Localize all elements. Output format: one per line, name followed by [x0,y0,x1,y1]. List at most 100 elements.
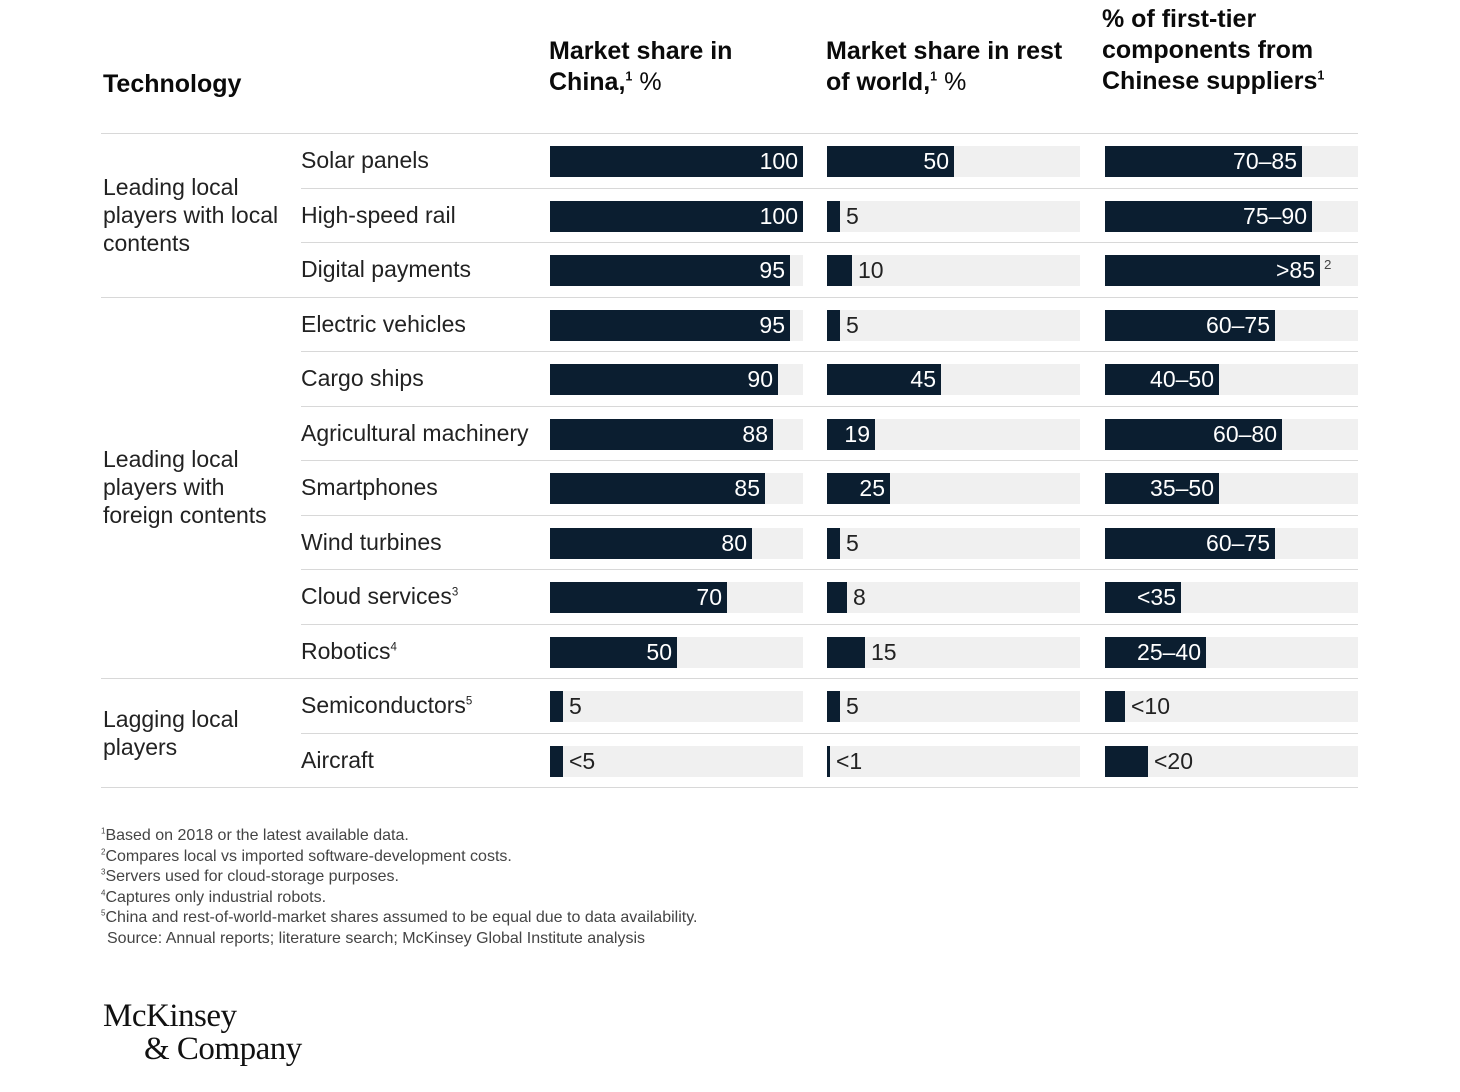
value-text: <35 [1136,584,1176,610]
row-label-high-speed-rail: High-speed rail [301,200,456,231]
value-text: 5 [846,311,859,338]
value-label: 5 [846,201,859,232]
value-text: 25–40 [1137,638,1201,665]
bar-track: 75–90 [1105,200,1358,232]
bar-3-cloud-services [1105,582,1181,613]
value-text: 15 [871,638,897,665]
value-label: 5 [846,691,859,722]
value-text: 60–75 [1206,311,1270,338]
footnote-3: 3Servers used for cloud-storage purposes… [101,867,399,886]
row-label-text: Solar panels [301,147,429,173]
bar-3-robotics [1105,636,1206,668]
header-suppliers-sup: 1 [1317,68,1325,83]
bar-2-robotics [827,636,865,668]
bar-track: >85 2 [1105,255,1358,286]
value-label: <20 [1154,746,1193,777]
value-text: 10 [858,257,884,283]
row-separator [301,733,1358,734]
value-text: 35–50 [1150,475,1214,501]
row-label-aircraft: Aircraft [301,745,374,776]
row-separator [301,406,1358,407]
bar-track: 88 [550,418,803,450]
bar-track: 60–75 [1105,527,1358,559]
value-label: 100 [550,146,798,177]
bar-2-smartphones [827,473,890,504]
value-text: 60–80 [1213,420,1277,447]
bar-track: 40–50 [1105,364,1358,395]
bar-track: 70–85 [1105,146,1358,177]
value-label: 50 [827,146,949,177]
bar-track: 90 [550,364,803,395]
header-suppliers: % of first-tier components from Chinese … [1102,4,1352,97]
bar-track: 15 [827,636,1080,668]
bar-2-solar-panels [827,146,954,177]
value-label: 15 [871,637,897,668]
row-label-text: Smartphones [301,474,438,500]
bar-2-semiconductors [827,691,840,722]
bar-track: 60–75 [1105,309,1358,341]
bar-3-cargo-ships [1105,364,1219,395]
bar-3-agricultural-machinery [1105,418,1282,450]
row-separator [301,351,1358,352]
value-label: 8 [853,582,866,613]
value-label: 60–80 [1105,419,1277,450]
bar-track: 10 [827,255,1080,286]
bar-track: 25 [827,473,1080,504]
value-text: 80 [721,529,747,556]
value-text: 40–50 [1150,366,1214,392]
value-text: <1 [836,747,863,774]
bar-3-smartphones [1105,473,1219,504]
bar-1-high-speed-rail [550,200,803,232]
footnotes: 1Based on 2018 or the latest available d… [101,826,697,950]
row-label-robotics: Robotics4 [301,636,397,667]
row-label-cargo-ships: Cargo ships [301,363,424,394]
bar-track: 45 [827,364,1080,395]
value-label: 5 [846,528,859,559]
logo-line-1: McKinsey [103,998,237,1034]
bar-track: 100 [550,200,803,232]
value-label: 45 [827,364,936,395]
value-label: 70–85 [1105,146,1297,177]
value-text: <10 [1131,693,1171,719]
bar-track: <5 [550,745,803,777]
value-label: 100 [550,201,798,232]
row-label-sup: 5 [465,695,473,708]
bar-track: 60–80 [1105,418,1358,450]
header-row-text: Market share in rest of world, [826,37,1063,96]
bar-track: <1 [827,745,1080,777]
bar-2-aircraft [827,745,830,777]
row-separator [101,678,1358,679]
header-row-sup: 1 [930,69,938,84]
row-separator [301,460,1358,461]
bar-track: 5 [827,691,1080,722]
header-suppliers-text: % of first-tier components from Chinese … [1102,5,1318,95]
row-label-text: Cargo ships [301,365,424,391]
bar-1-wind-turbines [550,527,752,559]
bar-1-semiconductors [550,691,563,722]
row-separator [101,133,1358,134]
value-text: 100 [759,148,798,174]
group-label-lagging: Lagging local players [103,706,239,760]
row-label-agricultural-machinery: Agricultural machinery [301,418,529,449]
value-text: 5 [569,693,582,719]
value-label: 60–75 [1105,528,1270,559]
row-separator [301,515,1358,516]
value-text: 50 [923,148,949,174]
value-text: <5 [569,747,596,774]
group-label-foreign-contents: Leading local players with foreign conte… [103,446,267,528]
value-text: 25 [859,475,885,501]
bar-1-electric-vehicles [550,309,790,341]
value-label: <35 [1105,582,1176,613]
value-label: 25 [827,473,885,504]
row-separator [101,787,1358,788]
value-text: 85 [734,475,760,501]
bar-track: 5 [827,527,1080,559]
bar-3-semiconductors [1105,691,1125,722]
value-label: 88 [550,419,768,450]
value-text: 50 [646,638,672,665]
value-text: 45 [910,366,936,392]
value-label: 85 [550,473,760,504]
bar-1-digital-payments [550,255,790,286]
value-label: 60–75 [1105,310,1270,341]
bar-2-cloud-services [827,582,847,613]
